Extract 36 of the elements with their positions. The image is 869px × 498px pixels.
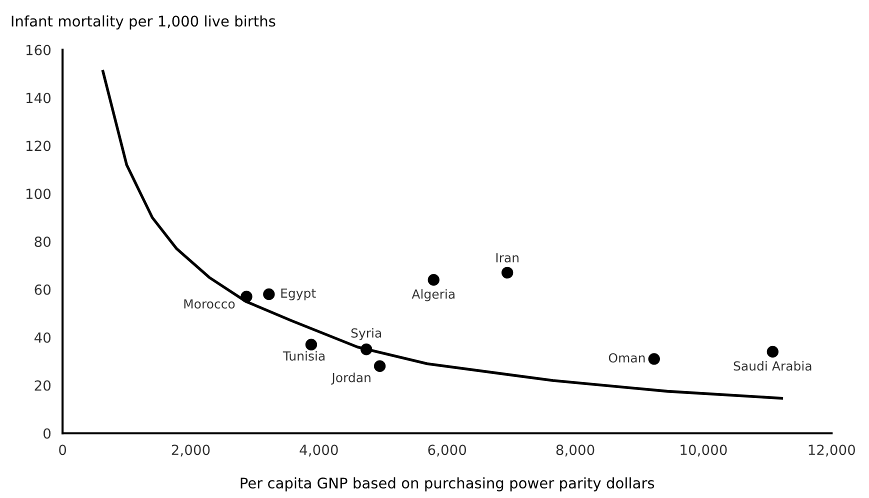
annotation: Iran bbox=[496, 253, 518, 262]
annotation: Jordan bbox=[331, 372, 370, 385]
y-tick-label: 120 bbox=[26, 140, 51, 152]
x-tick-label: 12,000 bbox=[808, 444, 856, 457]
y-tick-label: 80 bbox=[34, 236, 51, 248]
x-tick-label: 10,000 bbox=[680, 444, 727, 457]
point bbox=[263, 288, 275, 300]
annotation: Tunisia bbox=[282, 351, 325, 361]
annotation: Oman bbox=[608, 353, 645, 363]
point bbox=[766, 346, 779, 358]
y-axis-title: Infant mortality per 1,000 live births bbox=[12, 15, 276, 30]
annotation: Algeria bbox=[412, 289, 454, 302]
y-tick-label: 0 bbox=[44, 428, 51, 439]
y-tick-label: 60 bbox=[34, 284, 51, 295]
point bbox=[240, 290, 252, 302]
y-tick-label: 160 bbox=[26, 44, 51, 56]
annotation: Saudi Arabia bbox=[734, 361, 812, 371]
y-tick-label: 140 bbox=[26, 92, 51, 104]
x-tick-label: 8,000 bbox=[556, 444, 594, 457]
x-tick-label: 2,000 bbox=[172, 444, 210, 457]
point bbox=[502, 266, 514, 279]
x-tick-label: 4,000 bbox=[300, 444, 338, 457]
x-axis-title: Per capita GNP based on purchasing power parity dollars bbox=[240, 477, 654, 492]
point bbox=[305, 338, 318, 350]
point bbox=[360, 344, 372, 356]
y-tick-label: 100 bbox=[26, 188, 51, 200]
y-tick-label: 40 bbox=[34, 332, 51, 343]
x-tick-label: 0 bbox=[59, 444, 66, 456]
point bbox=[648, 353, 660, 365]
point bbox=[374, 360, 386, 372]
y-tick-label: 20 bbox=[34, 380, 51, 391]
x-tick-label: 6,000 bbox=[428, 444, 466, 457]
annotation: Morocco bbox=[184, 299, 235, 309]
annotation: Egypt bbox=[281, 288, 316, 300]
point bbox=[428, 274, 440, 286]
annotation: Syria bbox=[351, 328, 382, 340]
